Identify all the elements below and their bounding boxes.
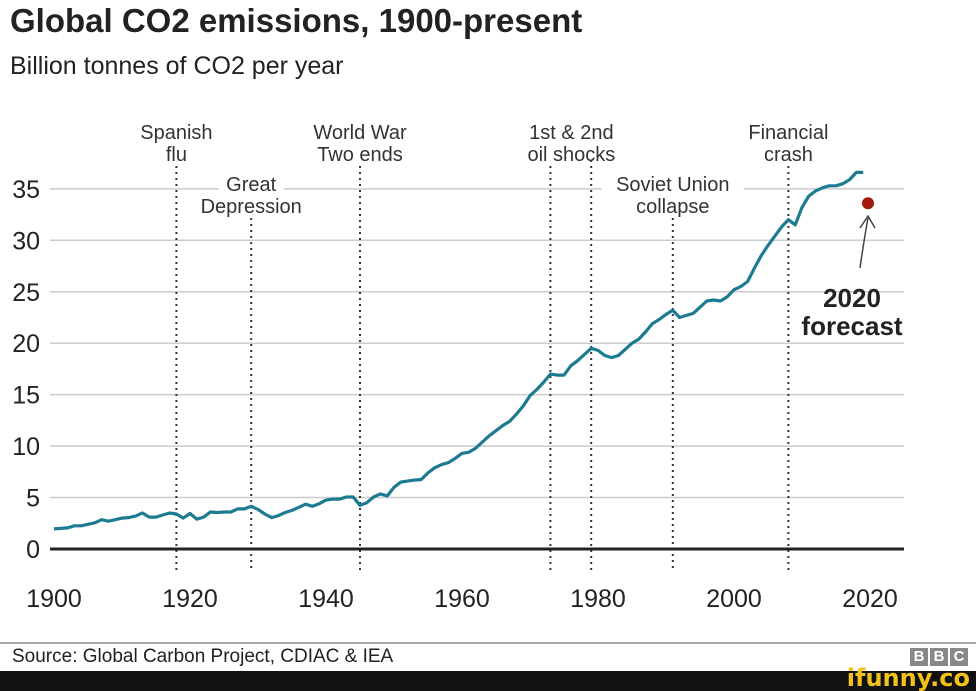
annotation-background xyxy=(601,173,744,195)
arrow-icon xyxy=(859,214,876,269)
y-tick-label: 10 xyxy=(12,433,40,461)
x-tick-label: 1940 xyxy=(298,585,354,613)
annotation-background xyxy=(305,121,415,143)
event-annotation: Spanish xyxy=(140,122,212,144)
logo-letter: C xyxy=(950,648,968,666)
event-annotation: 1st & 2nd xyxy=(529,122,614,144)
chart-subtitle: Billion tonnes of CO2 per year xyxy=(10,52,344,80)
forecast-label: forecast xyxy=(801,311,902,341)
annotation-background xyxy=(154,143,198,165)
annotation-background xyxy=(132,121,220,143)
forecast-point xyxy=(862,197,874,210)
logo-letter: B xyxy=(930,648,948,666)
emissions-line xyxy=(53,170,864,531)
y-tick-label: 25 xyxy=(12,279,40,307)
y-tick-label: 30 xyxy=(12,227,40,255)
x-tick-label: 1980 xyxy=(570,585,626,613)
event-annotation: Depression xyxy=(201,196,302,218)
event-annotation: oil shocks xyxy=(527,144,615,166)
y-tick-label: 0 xyxy=(26,536,40,564)
chart-title: Global CO2 emissions, 1900-present xyxy=(10,2,583,39)
logo-letter: B xyxy=(910,648,928,666)
annotation-background xyxy=(516,121,626,143)
annotation-background xyxy=(623,195,722,217)
divider xyxy=(0,642,976,644)
watermark: ifunny.co xyxy=(846,664,970,691)
annotation-background xyxy=(733,121,843,143)
watermark-band xyxy=(0,671,976,691)
annotation-background xyxy=(511,143,632,165)
x-tick-label: 2020 xyxy=(842,585,898,613)
line-chart: 0 5 10 15 20 25 30 35 1900 1920 1940 1960 1980 2000 20… xyxy=(12,121,904,613)
event-annotation: Two ends xyxy=(317,144,403,166)
event-annotation: flu xyxy=(166,144,187,166)
x-tick-label: 2000 xyxy=(706,585,762,613)
event-annotation: World War xyxy=(313,122,407,144)
annotation-background xyxy=(311,143,409,165)
event-annotation: crash xyxy=(764,144,813,166)
y-tick-label: 20 xyxy=(12,330,40,358)
y-tick-label: 5 xyxy=(26,485,40,513)
event-annotation: Great xyxy=(226,174,276,196)
event-annotation: collapse xyxy=(636,196,709,218)
annotation-background xyxy=(755,143,821,165)
forecast-label: 2020 xyxy=(823,283,881,313)
event-annotation: Financial xyxy=(748,122,828,144)
y-tick-label: 35 xyxy=(12,176,40,204)
y-tick-label: 15 xyxy=(12,382,40,410)
x-tick-label: 1960 xyxy=(434,585,490,613)
x-tick-label: 1920 xyxy=(162,585,218,613)
event-annotation: Soviet Union xyxy=(616,174,729,196)
annotation-background xyxy=(218,173,284,195)
source-note: Source: Global Carbon Project, CDIAC & I… xyxy=(12,646,394,667)
annotation-background xyxy=(191,195,312,217)
x-tick-label: 1900 xyxy=(26,585,82,613)
bbc-logo: B B C xyxy=(910,648,968,666)
